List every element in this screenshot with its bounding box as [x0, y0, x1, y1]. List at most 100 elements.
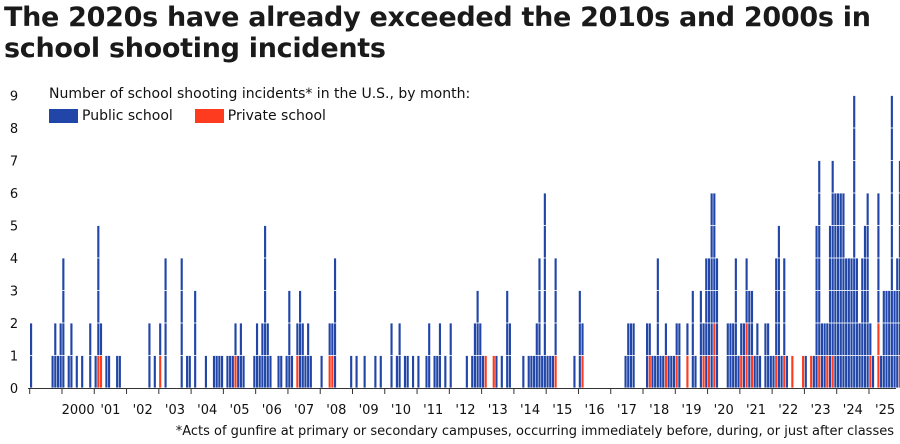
x-tick-label: '09 [359, 403, 379, 418]
bar-public [153, 355, 156, 388]
bar-public [535, 355, 538, 388]
bar-public [89, 323, 92, 356]
bar-public [882, 355, 885, 388]
bar-public [863, 355, 867, 388]
bar-public [877, 258, 880, 291]
bar-public [828, 290, 832, 323]
bar-public [59, 323, 62, 356]
bar-public [180, 258, 183, 291]
bar-private [713, 323, 716, 356]
bar-public [863, 290, 867, 323]
bar-public [769, 355, 772, 388]
bar-public [675, 323, 678, 356]
bar-public [866, 225, 869, 258]
bar-public [748, 323, 751, 356]
bar-public [662, 355, 665, 388]
bar-public [215, 355, 218, 388]
bar-public [734, 355, 737, 388]
bar-public [861, 355, 864, 388]
bar-public [820, 355, 823, 388]
bar-public [97, 258, 100, 291]
bar-public [705, 323, 708, 356]
bar-public [288, 290, 291, 323]
bar-private [331, 355, 334, 388]
bar-private [702, 355, 705, 388]
bar-public [30, 323, 33, 356]
bar-public [775, 258, 778, 291]
bar-public [837, 258, 840, 291]
bar-public [845, 258, 848, 291]
bar-public [678, 323, 681, 356]
bar-public [818, 193, 821, 226]
bar-public [411, 355, 415, 388]
x-tick-label: '14 [520, 403, 540, 418]
bar-public [70, 323, 73, 356]
bar-public [350, 355, 353, 388]
bar-public [541, 355, 544, 388]
bar-public [839, 258, 842, 291]
bar-public [527, 355, 530, 388]
bar-public [713, 258, 716, 291]
bar-public [479, 323, 482, 356]
bar-public [869, 323, 872, 356]
bar-public [893, 355, 896, 388]
bar-public [896, 323, 899, 356]
bar-public [255, 323, 259, 356]
bar-public [775, 290, 778, 323]
bar-public [277, 355, 280, 388]
bar-public [70, 355, 73, 388]
bar-public [777, 355, 780, 388]
bar-private [831, 355, 834, 388]
bar-public [290, 355, 294, 388]
bar-public [320, 355, 323, 388]
bar-public [299, 290, 302, 323]
bar-public [839, 225, 842, 258]
x-tick-label: '17 [617, 403, 637, 418]
bar-public [62, 323, 65, 356]
bar-public [842, 193, 845, 226]
bar-public [753, 355, 756, 388]
bar-public [710, 355, 713, 388]
bar-public [476, 323, 479, 356]
bar-public [506, 355, 509, 388]
bar-public [237, 355, 240, 388]
bar-public [896, 258, 899, 291]
bar-public [890, 160, 893, 193]
bar-public [212, 355, 216, 388]
bar-public [756, 323, 759, 356]
bar-public [842, 355, 845, 388]
bar-public [764, 355, 767, 388]
bar-public [834, 225, 837, 258]
x-tick-label: '02 [133, 403, 153, 418]
bar-public [304, 355, 307, 388]
bar-private [745, 355, 748, 388]
bar-public [863, 225, 867, 258]
bar-public [538, 323, 541, 356]
bar-public [710, 193, 713, 226]
y-tick-label: 0 [10, 382, 18, 397]
y-tick-label: 8 [10, 122, 18, 137]
bar-public [535, 323, 538, 356]
bar-private [775, 355, 778, 388]
bar-public [403, 355, 407, 388]
bar-public [94, 355, 97, 388]
legend-swatch-public [49, 109, 78, 123]
legend-item-private: Private school [194, 108, 326, 124]
bar-public [471, 355, 474, 388]
bar-public [847, 323, 850, 356]
bar-public [866, 290, 869, 323]
bar-public [818, 290, 821, 323]
bar-public [847, 355, 850, 388]
bar-public [837, 323, 840, 356]
bar-public [632, 323, 635, 356]
bar-public [543, 225, 546, 258]
bar-public [307, 323, 310, 356]
bar-public [815, 258, 818, 291]
bar-public [853, 258, 856, 291]
bar-public [780, 355, 783, 388]
bar-public [842, 258, 845, 291]
bar-private [877, 323, 880, 356]
bar-public [823, 355, 826, 388]
bar-public [180, 355, 183, 388]
bar-public [62, 258, 65, 291]
